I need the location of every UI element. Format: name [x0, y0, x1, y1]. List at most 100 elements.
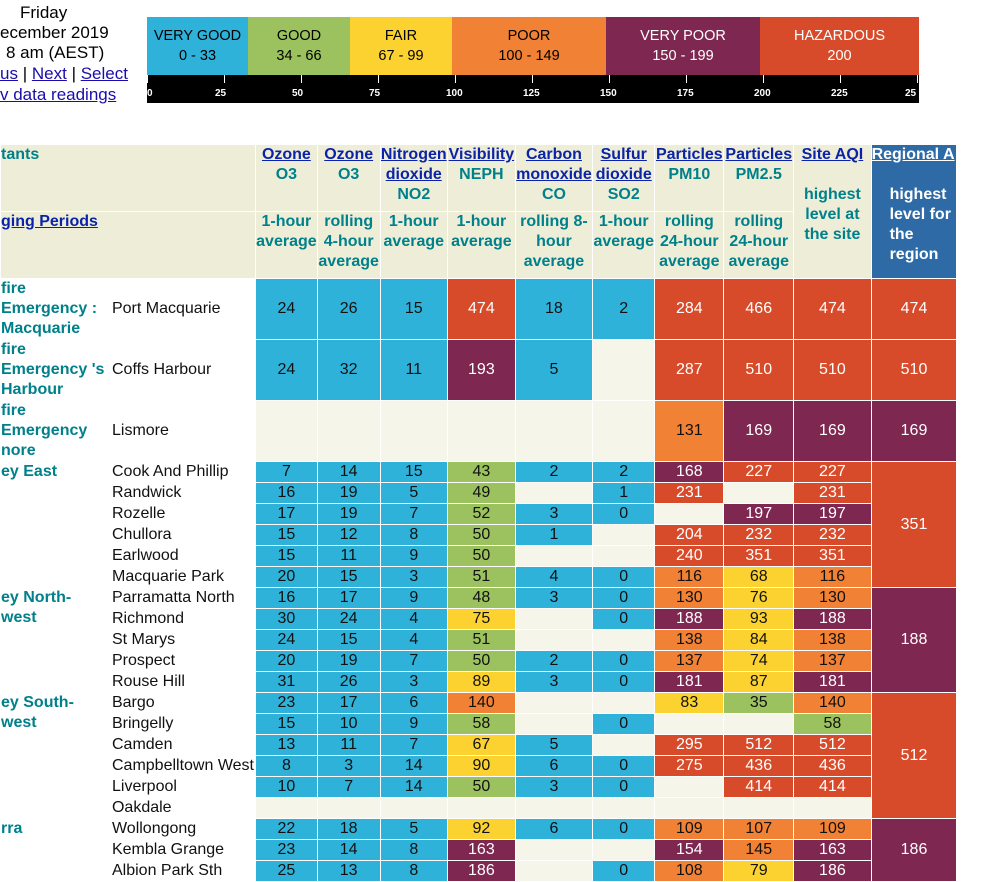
period-header: 1-hour average — [446, 211, 516, 279]
pollutant-link[interactable]: Nitrogen dioxide — [380, 146, 447, 183]
site-aqi-link[interactable]: Site AQI — [801, 146, 864, 163]
legend-band-label: POOR — [507, 28, 551, 44]
site-name[interactable]: Bringelly — [105, 713, 257, 735]
next-link[interactable]: Next — [31, 64, 67, 83]
reading-cell — [654, 503, 725, 525]
site-name[interactable]: Macquarie Park — [105, 566, 257, 588]
pollutant-code: NO2 — [397, 186, 431, 203]
table-row: Randwick 16 19 5 49 1 231 231 — [1, 482, 1000, 504]
reading-cell: 84 — [723, 629, 795, 651]
period-header: rolling 8-hour average — [514, 211, 594, 279]
legend-tick-label: 25 — [215, 88, 227, 99]
site-name[interactable]: Parramatta North — [105, 587, 257, 609]
region-name[interactable]: fire Emergency : Macquarie — [0, 278, 107, 340]
legend-band-range: 200 — [827, 48, 852, 64]
site-name[interactable]: Lismore — [105, 400, 257, 462]
pollutant-link[interactable]: Carbon monoxide — [516, 146, 592, 183]
reading-cell: 0 — [592, 566, 656, 588]
table-row: ey East Cook And Phillip 7 14 15 43 2 2 168 227 22… — [0, 461, 1000, 588]
reading-cell — [316, 400, 381, 462]
select-link[interactable]: Select — [80, 64, 128, 83]
reading-cell: 0 — [592, 503, 656, 525]
site-name[interactable]: Earlwood — [105, 545, 257, 567]
reading-cell — [514, 860, 594, 882]
reading-cell: 32 — [316, 339, 381, 401]
reading-cell: 510 — [723, 339, 795, 401]
reading-cell: 287 — [654, 339, 725, 401]
aqi-table: tants Ozone O3 Ozone O3 Nitrogen dioxide NO2 Vi… — [0, 144, 1000, 882]
reading-cell: 7 — [379, 734, 448, 756]
reading-cell: 13 — [316, 860, 381, 882]
reading-cell: 24 — [316, 608, 381, 630]
site-name[interactable]: Liverpool — [105, 776, 257, 798]
regional-aqi-cell: 169 — [870, 400, 958, 462]
pollutant-link[interactable]: Sulfur dioxide — [595, 146, 652, 183]
site-name[interactable]: Campbelltown West — [105, 755, 257, 777]
reading-cell: 8 — [379, 839, 448, 861]
pollutant-link[interactable]: Ozone — [261, 146, 311, 163]
site-aqi-desc: highest level at the site — [803, 186, 861, 243]
reading-cell: 23 — [255, 839, 318, 861]
site-aqi-cell: 414 — [793, 776, 872, 798]
reading-cell: 7 — [255, 461, 318, 483]
reading-cell: 68 — [723, 566, 795, 588]
pollutant-link[interactable]: Particles — [725, 146, 793, 163]
reading-cell: 0 — [592, 713, 656, 735]
site-name[interactable]: Coffs Harbour — [105, 339, 257, 401]
region-name[interactable]: rra — [0, 818, 107, 882]
reading-cell: 2 — [514, 461, 594, 483]
reading-cell: 12 — [316, 524, 381, 546]
region-name[interactable]: fire Emergency nore — [0, 400, 107, 462]
site-name[interactable]: Randwick — [105, 482, 257, 504]
legend-band-label: FAIR — [384, 28, 418, 44]
date-day: Friday — [20, 3, 68, 22]
reading-cell: 14 — [379, 755, 448, 777]
site-name[interactable]: Camden — [105, 734, 257, 756]
reading-cell: 93 — [723, 608, 795, 630]
site-name[interactable]: Bargo — [105, 692, 257, 714]
site-name[interactable]: Oakdale — [105, 797, 257, 819]
reading-cell: 145 — [723, 839, 795, 861]
region-name[interactable]: ey South-west — [0, 692, 107, 819]
site-name[interactable]: Rouse Hill — [105, 671, 257, 693]
reading-cell: 3 — [514, 587, 594, 609]
regional-aqi-link[interactable]: Regional A — [871, 146, 955, 163]
legend-band-label: HAZARDOUS — [793, 28, 886, 44]
reading-cell: 3 — [379, 566, 448, 588]
legend-tick-label: 175 — [677, 88, 694, 99]
region-name[interactable]: ey North-west — [0, 587, 107, 693]
reading-cell: 414 — [723, 776, 795, 798]
site-name[interactable]: Rozelle — [105, 503, 257, 525]
reading-cell: 7 — [316, 776, 381, 798]
reading-cell — [592, 400, 656, 462]
averaging-periods-link[interactable]: ging Periods — [1, 213, 98, 230]
site-name[interactable]: Cook And Phillip — [105, 461, 257, 483]
pollutant-link[interactable]: Particles — [655, 146, 723, 163]
previous-link[interactable]: us — [0, 64, 18, 83]
site-name[interactable]: Prospect — [105, 650, 257, 672]
region-name[interactable]: ey East — [0, 461, 107, 588]
period-text: rolling 8-hour average — [520, 213, 588, 270]
site-name[interactable]: Richmond — [105, 608, 257, 630]
site-name[interactable]: Port Macquarie — [105, 278, 257, 340]
legend-tick-label: 125 — [523, 88, 540, 99]
reading-cell — [514, 608, 594, 630]
regional-aqi-cell: 188 — [870, 587, 958, 693]
reading-cell: 204 — [654, 524, 725, 546]
site-name[interactable]: Albion Park Sth — [105, 860, 257, 882]
table-row: Macquarie Park 20 15 3 51 4 0 116 68 116 — [1, 566, 1000, 588]
site-name[interactable]: St Marys — [105, 629, 257, 651]
reading-cell: 188 — [654, 608, 725, 630]
period-header: 1-hour average — [255, 211, 318, 279]
reading-cell — [255, 400, 318, 462]
site-name[interactable]: Kembla Grange — [105, 839, 257, 861]
legend-band-range: 100 - 149 — [498, 48, 560, 64]
site-name[interactable]: Chullora — [105, 524, 257, 546]
view-data-readings-link[interactable]: v data readings — [0, 85, 117, 104]
pollutant-link[interactable]: Visibility — [448, 146, 515, 163]
reading-cell: 15 — [255, 545, 318, 567]
pollutant-link[interactable]: Ozone — [324, 146, 374, 163]
region-name[interactable]: fire Emergency 's Harbour — [0, 339, 107, 401]
reading-cell: 9 — [379, 587, 448, 609]
site-name[interactable]: Wollongong — [105, 818, 257, 840]
